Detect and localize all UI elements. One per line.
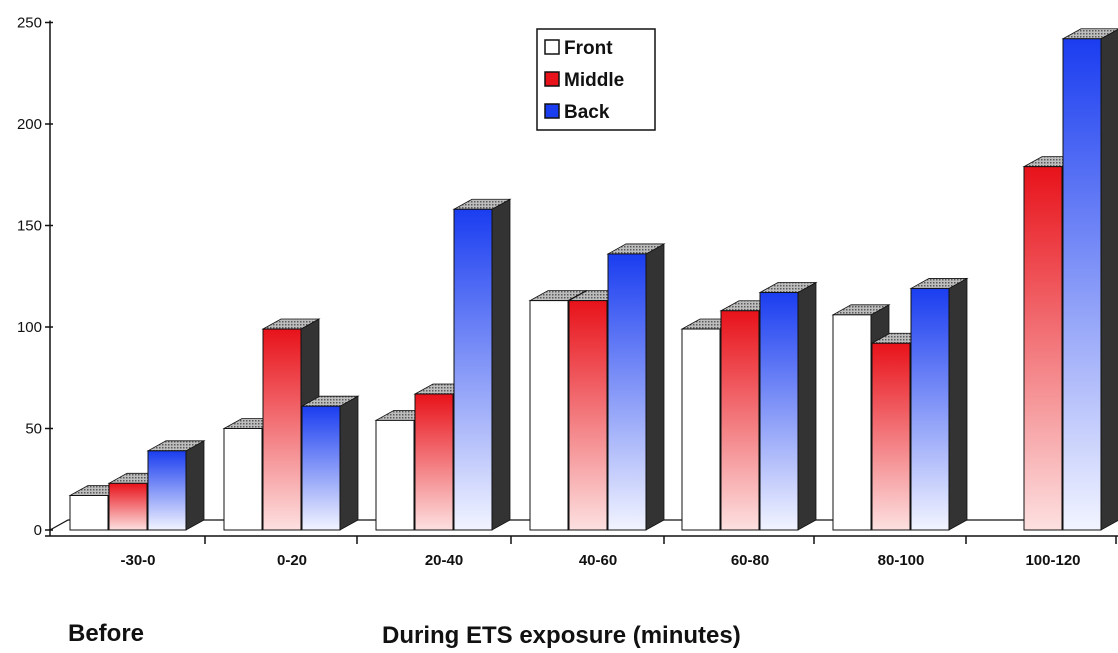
bar-side (797, 281, 817, 531)
bar-front (69, 494, 109, 531)
bar-back-60-80 (758, 281, 818, 531)
bar-front (607, 253, 647, 531)
y-tick-label: 50 (25, 421, 42, 438)
bar-front (223, 428, 263, 531)
x-tick-label: 20-40 (425, 552, 463, 569)
x-axis-title: During ETS exposure (minutes) (382, 622, 741, 649)
bar-side (185, 440, 205, 531)
bar-front (301, 405, 341, 531)
bar-front (568, 300, 608, 531)
bar-back-20-40 (452, 198, 512, 531)
bar-back--30-0 (146, 440, 206, 531)
legend: Front Middle Back (536, 28, 656, 131)
bar-front (1062, 38, 1102, 531)
legend-label-front: Front (564, 38, 613, 59)
legend-swatch-front (544, 39, 560, 55)
bars-layer (68, 28, 1118, 531)
y-tick-label: 0 (34, 522, 42, 539)
bar-front (453, 208, 493, 531)
legend-swatch-middle (544, 71, 560, 87)
bar-front (529, 300, 569, 531)
before-label: Before (68, 620, 145, 647)
bar-front (147, 450, 187, 531)
bar-back-40-60 (606, 243, 666, 531)
legend-swatch-back (544, 103, 560, 119)
bar-middle-0-20 (261, 318, 321, 531)
bar-front (108, 482, 148, 531)
bar-front (1023, 166, 1063, 531)
bar-front (832, 314, 872, 531)
y-tick-label: 250 (17, 15, 42, 32)
y-tick-label: 100 (17, 319, 42, 336)
bar-front (681, 328, 721, 531)
bar-side (1100, 28, 1118, 531)
bar-back-100-120 (1061, 28, 1118, 531)
bar-back-80-100 (909, 277, 969, 531)
x-tick-label: 80-100 (878, 552, 925, 569)
x-tick-label: 0-20 (277, 552, 307, 569)
x-tick-label: -30-0 (120, 552, 155, 569)
bar-back-0-20 (300, 395, 360, 531)
bar-front (910, 287, 950, 531)
legend-label-middle: Middle (564, 70, 624, 91)
x-tick-label: 60-80 (731, 552, 769, 569)
bar-side (645, 243, 665, 531)
x-tick-label: 40-60 (579, 552, 617, 569)
legend-label-back: Back (564, 102, 610, 123)
y-tick-label: 200 (17, 116, 42, 133)
bar-front (759, 291, 799, 531)
bar-side (948, 277, 968, 531)
bar-side (339, 395, 359, 531)
bar-front (262, 328, 302, 531)
bar-front (871, 342, 911, 531)
x-tick-label: 100-120 (1025, 552, 1080, 569)
bar-side (491, 198, 511, 531)
bar-front (414, 393, 454, 531)
bar-front (375, 419, 415, 531)
bar-front (720, 310, 760, 531)
y-tick-label: 150 (17, 218, 42, 235)
